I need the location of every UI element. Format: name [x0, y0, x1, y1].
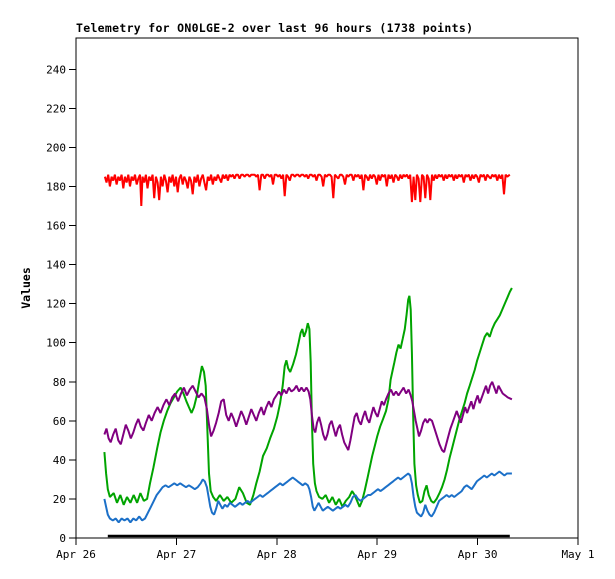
plot-border — [75, 37, 579, 539]
x-tick-label: Apr 27 — [157, 548, 197, 561]
data-series — [103, 173, 513, 538]
y-tick-label: 240 — [46, 63, 66, 76]
x-tick-label: Apr 26 — [56, 548, 96, 561]
y-tick-label: 60 — [53, 415, 66, 428]
y-tick-label: 80 — [53, 376, 66, 389]
y-tick-label: 140 — [46, 259, 66, 272]
y-tick-label: 200 — [46, 141, 66, 154]
series-line-channel-red — [103, 173, 511, 207]
x-tick-label: Apr 30 — [458, 548, 498, 561]
y-tick-label: 20 — [53, 493, 66, 506]
y-axis-label: Values — [19, 267, 33, 309]
x-tick-label: Apr 29 — [357, 548, 397, 561]
y-tick-label: 180 — [46, 180, 66, 193]
series-line-channel-purple — [103, 381, 513, 453]
y-tick-label: 160 — [46, 220, 66, 233]
chart-title: Telemetry for ON0LGE-2 over last 96 hour… — [76, 21, 473, 35]
series-line-channel-green — [103, 287, 513, 508]
y-tick-label: 0 — [59, 532, 66, 545]
series-line-channel-blue — [103, 470, 512, 524]
y-tick-label: 120 — [46, 298, 66, 311]
axis-ticks: 0 20 40 60 80 100 120 140 160 180 200 220 240 Apr 26 A… — [46, 63, 594, 561]
y-tick-label: 100 — [46, 337, 66, 350]
x-tick-label: Apr 28 — [257, 548, 297, 561]
y-tick-label: 40 — [53, 454, 66, 467]
x-tick-label: May 1 — [561, 548, 594, 561]
y-tick-label: 220 — [46, 102, 66, 115]
